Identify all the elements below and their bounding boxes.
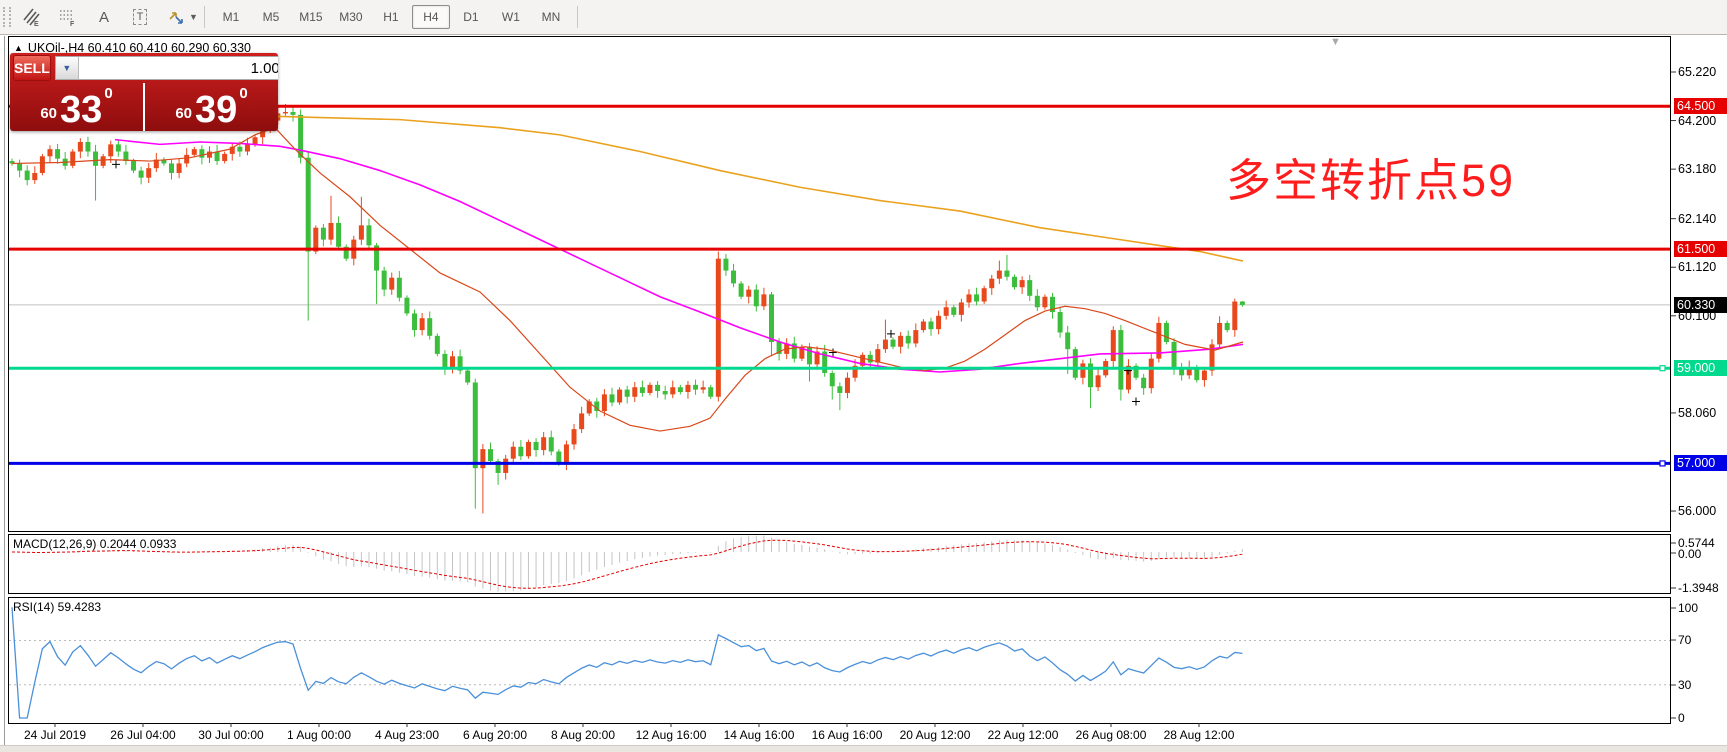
tab-timeframe-M30[interactable]: M30	[339, 10, 363, 24]
macd-scale-min: -1.3948	[1678, 581, 1719, 595]
hline-price-badge: 64.500	[1674, 98, 1727, 115]
toolbar-separator	[203, 6, 205, 28]
time-tick-label: 6 Aug 20:00	[462, 728, 528, 742]
tab-timeframe-W1[interactable]: W1	[501, 10, 520, 24]
text-box-icon[interactable]: T	[125, 4, 155, 30]
macd-header: MACD(12,26,9) 0.2044 0.0933	[13, 537, 177, 551]
toolbar-drag-handle[interactable]	[3, 7, 11, 27]
svg-text:E: E	[34, 21, 39, 27]
arrows-glyph	[169, 12, 183, 24]
trade-prices-row: 60 33 0 60 39 0	[10, 83, 278, 131]
macd-scale-zero: 0.00	[1678, 547, 1702, 561]
chevron-down-icon[interactable]: ▼	[189, 12, 198, 22]
symbol-arrow-icon: ▲	[14, 43, 23, 53]
buy-price-display[interactable]: 60 39 0	[145, 83, 278, 131]
buy-price-point: 0	[239, 85, 248, 102]
time-tick-label: 30 Jul 00:00	[198, 728, 264, 742]
tab-timeframe-H4[interactable]: H4	[411, 5, 450, 29]
svg-text:F: F	[70, 21, 75, 27]
sell-button[interactable]: SELL	[13, 55, 51, 81]
grid-glyph: F	[60, 10, 75, 27]
hline-price-badge: 59.000	[1674, 360, 1727, 377]
time-tick-label: 26 Jul 04:00	[110, 728, 176, 742]
time-tick-label: 20 Aug 12:00	[899, 728, 971, 742]
volume-stepper: ▼ ▲	[54, 56, 278, 80]
crosshair-draw-glyph: E	[23, 8, 40, 27]
rsi-scale-100: 100	[1678, 601, 1699, 615]
time-tick-label: 12 Aug 16:00	[635, 728, 707, 742]
tab-timeframe-M5[interactable]: M5	[262, 10, 280, 24]
price-tick-label: 58.060	[1678, 405, 1717, 420]
time-tick-label: 16 Aug 16:00	[811, 728, 883, 742]
volume-input[interactable]	[78, 57, 278, 79]
buy-price-pips: 39	[195, 89, 238, 131]
crosshair-draw-icon[interactable]: E	[17, 4, 47, 30]
grid-indicator-icon[interactable]: F	[53, 4, 83, 30]
timeframe-group: M1 M5 M15 M30 H1 H4 D1 W1 MN	[211, 5, 571, 29]
trade-controls-row: SELL ▼ ▲ BUY	[10, 53, 278, 83]
chart-title: ▲ UKOil-,H4 60.410 60.410 60.290 60.330	[14, 41, 251, 55]
price-tick-label: 61.120	[1678, 260, 1717, 275]
top-toolbar: E F A T ▼ M1 M5 M15 M30 H1 H4 D1 W1 MN	[0, 0, 1727, 35]
chart-annotation-text: 多空转折点59	[1226, 155, 1516, 206]
sell-price-point: 0	[104, 85, 113, 102]
current-price-badge: 60.330	[1674, 296, 1727, 313]
window-left-frame	[4, 36, 5, 745]
toolbar-separator	[576, 6, 578, 28]
arrows-objects-icon[interactable]	[161, 4, 191, 30]
price-tick-label: 62.140	[1678, 211, 1717, 226]
hline-price-badge: 61.500	[1674, 241, 1727, 258]
tab-timeframe-D1[interactable]: D1	[463, 10, 479, 24]
sell-price-display[interactable]: 60 33 0	[10, 83, 145, 131]
rsi-scale-0: 0	[1678, 711, 1685, 725]
window-bottom-edge	[0, 745, 1727, 752]
macd-scale-max: 0.5744	[1678, 536, 1715, 550]
rsi-panel[interactable]	[8, 597, 1671, 724]
time-tick-label: 22 Aug 12:00	[987, 728, 1059, 742]
text-label-icon[interactable]: A	[98, 8, 109, 26]
time-tick-label: 24 Jul 2019	[23, 728, 87, 742]
price-tick-label: 65.220	[1678, 65, 1717, 79]
buy-price-major: 60	[175, 105, 193, 122]
one-click-trading-panel: SELL ▼ ▲ BUY 60 33 0 60 39 0	[10, 53, 278, 131]
time-tick-label: 26 Aug 08:00	[1075, 728, 1147, 742]
volume-decrease-button[interactable]: ▼	[55, 57, 79, 79]
rsi-header: RSI(14) 59.4283	[13, 600, 102, 614]
time-tick-label: 1 Aug 00:00	[286, 728, 352, 742]
tab-timeframe-H1[interactable]: H1	[383, 10, 399, 24]
price-tick-label: 56.000	[1678, 504, 1717, 519]
hline-price-badge: 57.000	[1674, 455, 1727, 472]
tab-timeframe-M15[interactable]: M15	[299, 10, 323, 24]
tab-timeframe-M1[interactable]: M1	[222, 10, 240, 24]
rsi-scale-30: 30	[1678, 678, 1692, 692]
sell-price-pips: 33	[60, 89, 103, 131]
chart-shift-marker-icon[interactable]: ▼	[1330, 36, 1341, 48]
price-tick-label: 63.180	[1678, 162, 1717, 177]
price-tick-label: 64.200	[1678, 113, 1717, 128]
rsi-scale-70: 70	[1678, 633, 1692, 647]
time-tick-label: 8 Aug 20:00	[550, 728, 616, 742]
macd-panel[interactable]	[8, 534, 1671, 594]
tab-timeframe-MN[interactable]: MN	[541, 10, 561, 24]
sell-price-major: 60	[40, 105, 58, 122]
time-tick-label: 28 Aug 12:00	[1163, 728, 1235, 742]
time-tick-label: 4 Aug 23:00	[374, 728, 440, 742]
time-tick-label: 14 Aug 16:00	[723, 728, 795, 742]
